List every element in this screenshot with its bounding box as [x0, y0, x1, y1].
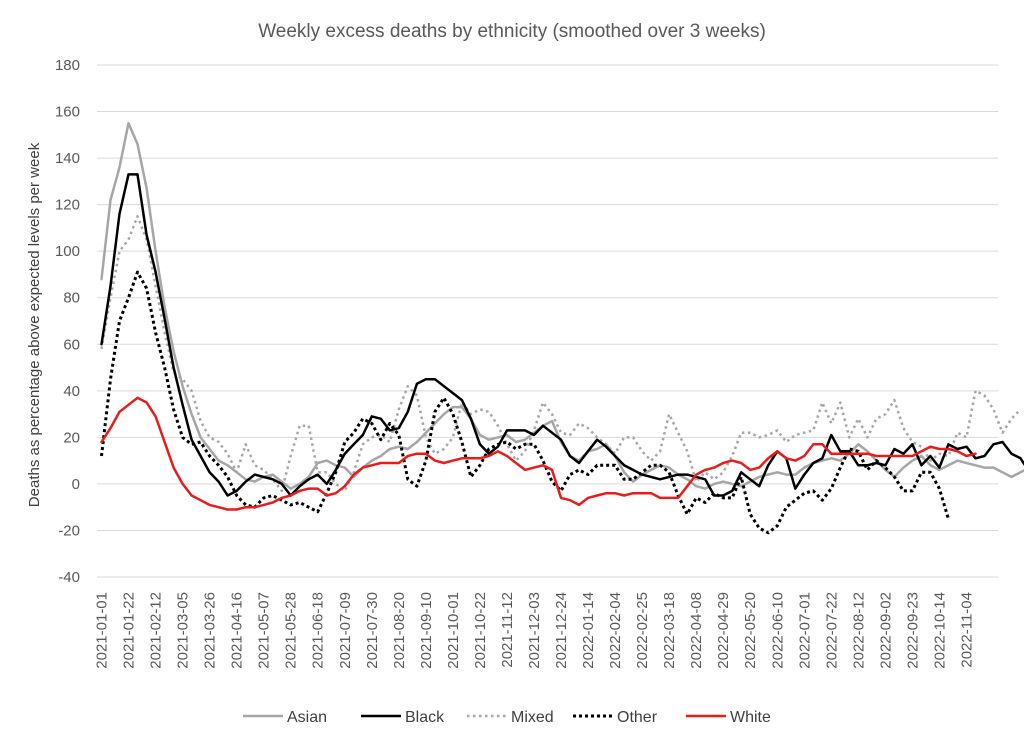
y-axis-label: Deaths as percentage above expected leve…	[26, 142, 43, 507]
y-tick-label: 140	[55, 150, 80, 167]
x-tick-label: 2022-06-10	[769, 592, 786, 669]
chart-title: Weekly excess deaths by ethnicity (smoot…	[258, 21, 766, 42]
y-tick-label: 60	[63, 336, 80, 353]
x-tick-label: 2021-07-30	[364, 592, 381, 669]
legend-label-asian: Asian	[287, 709, 327, 726]
x-tick-label: 2022-04-08	[688, 592, 705, 669]
y-tick-label: 40	[63, 383, 80, 400]
y-tick-label: -20	[58, 522, 80, 539]
x-tick-label: 2021-07-09	[337, 592, 354, 669]
x-tick-label: 2021-02-12	[148, 592, 165, 669]
x-tick-label: 2021-10-01	[445, 592, 462, 669]
x-tick-label: 2022-11-04	[959, 592, 976, 668]
legend-label-other: Other	[617, 709, 658, 726]
y-tick-label: 20	[63, 429, 80, 446]
x-tick-label: 2022-03-18	[661, 592, 678, 669]
x-tick-label: 2022-07-22	[823, 592, 840, 669]
x-tick-label: 2021-01-01	[94, 592, 111, 669]
y-tick-label: 0	[72, 476, 80, 493]
y-tick-label: 180	[55, 57, 80, 74]
x-tick-label: 2022-02-04	[607, 592, 624, 669]
x-tick-label: 2021-08-20	[391, 592, 408, 669]
y-tick-label: 160	[55, 104, 80, 121]
x-tick-label: 2021-11-12	[499, 592, 516, 668]
legend-label-mixed: Mixed	[511, 709, 554, 726]
legend-label-black: Black	[405, 709, 445, 726]
x-tick-label: 2021-06-18	[310, 592, 327, 669]
x-tick-label: 2022-09-02	[877, 592, 894, 669]
x-tick-label: 2022-01-14	[580, 592, 597, 669]
x-tick-label: 2022-10-14	[931, 592, 948, 669]
x-tick-label: 2021-05-07	[256, 592, 273, 669]
y-tick-label: -40	[58, 569, 80, 586]
y-tick-label: 100	[55, 243, 80, 260]
x-tick-label: 2021-03-26	[202, 592, 219, 669]
x-tick-label: 2022-05-20	[742, 592, 759, 669]
y-tick-label: 120	[55, 197, 80, 214]
x-tick-label: 2021-10-22	[472, 592, 489, 669]
x-tick-label: 2022-02-25	[634, 592, 651, 669]
x-tick-label: 2021-03-05	[175, 592, 192, 669]
y-tick-label: 80	[63, 290, 80, 307]
x-tick-label: 2021-09-10	[418, 592, 435, 669]
x-tick-label: 2021-01-22	[121, 592, 138, 669]
x-tick-label: 2022-04-29	[715, 592, 732, 669]
x-tick-label: 2021-04-16	[229, 592, 246, 669]
x-tick-label: 2022-07-01	[796, 592, 813, 669]
x-tick-label: 2022-09-23	[904, 592, 921, 669]
x-tick-label: 2022-08-12	[850, 592, 867, 669]
x-tick-label: 2021-12-03	[526, 592, 543, 669]
x-tick-label: 2021-05-28	[283, 592, 300, 669]
legend-label-white: White	[730, 709, 771, 726]
x-tick-label: 2021-12-24	[553, 592, 570, 669]
